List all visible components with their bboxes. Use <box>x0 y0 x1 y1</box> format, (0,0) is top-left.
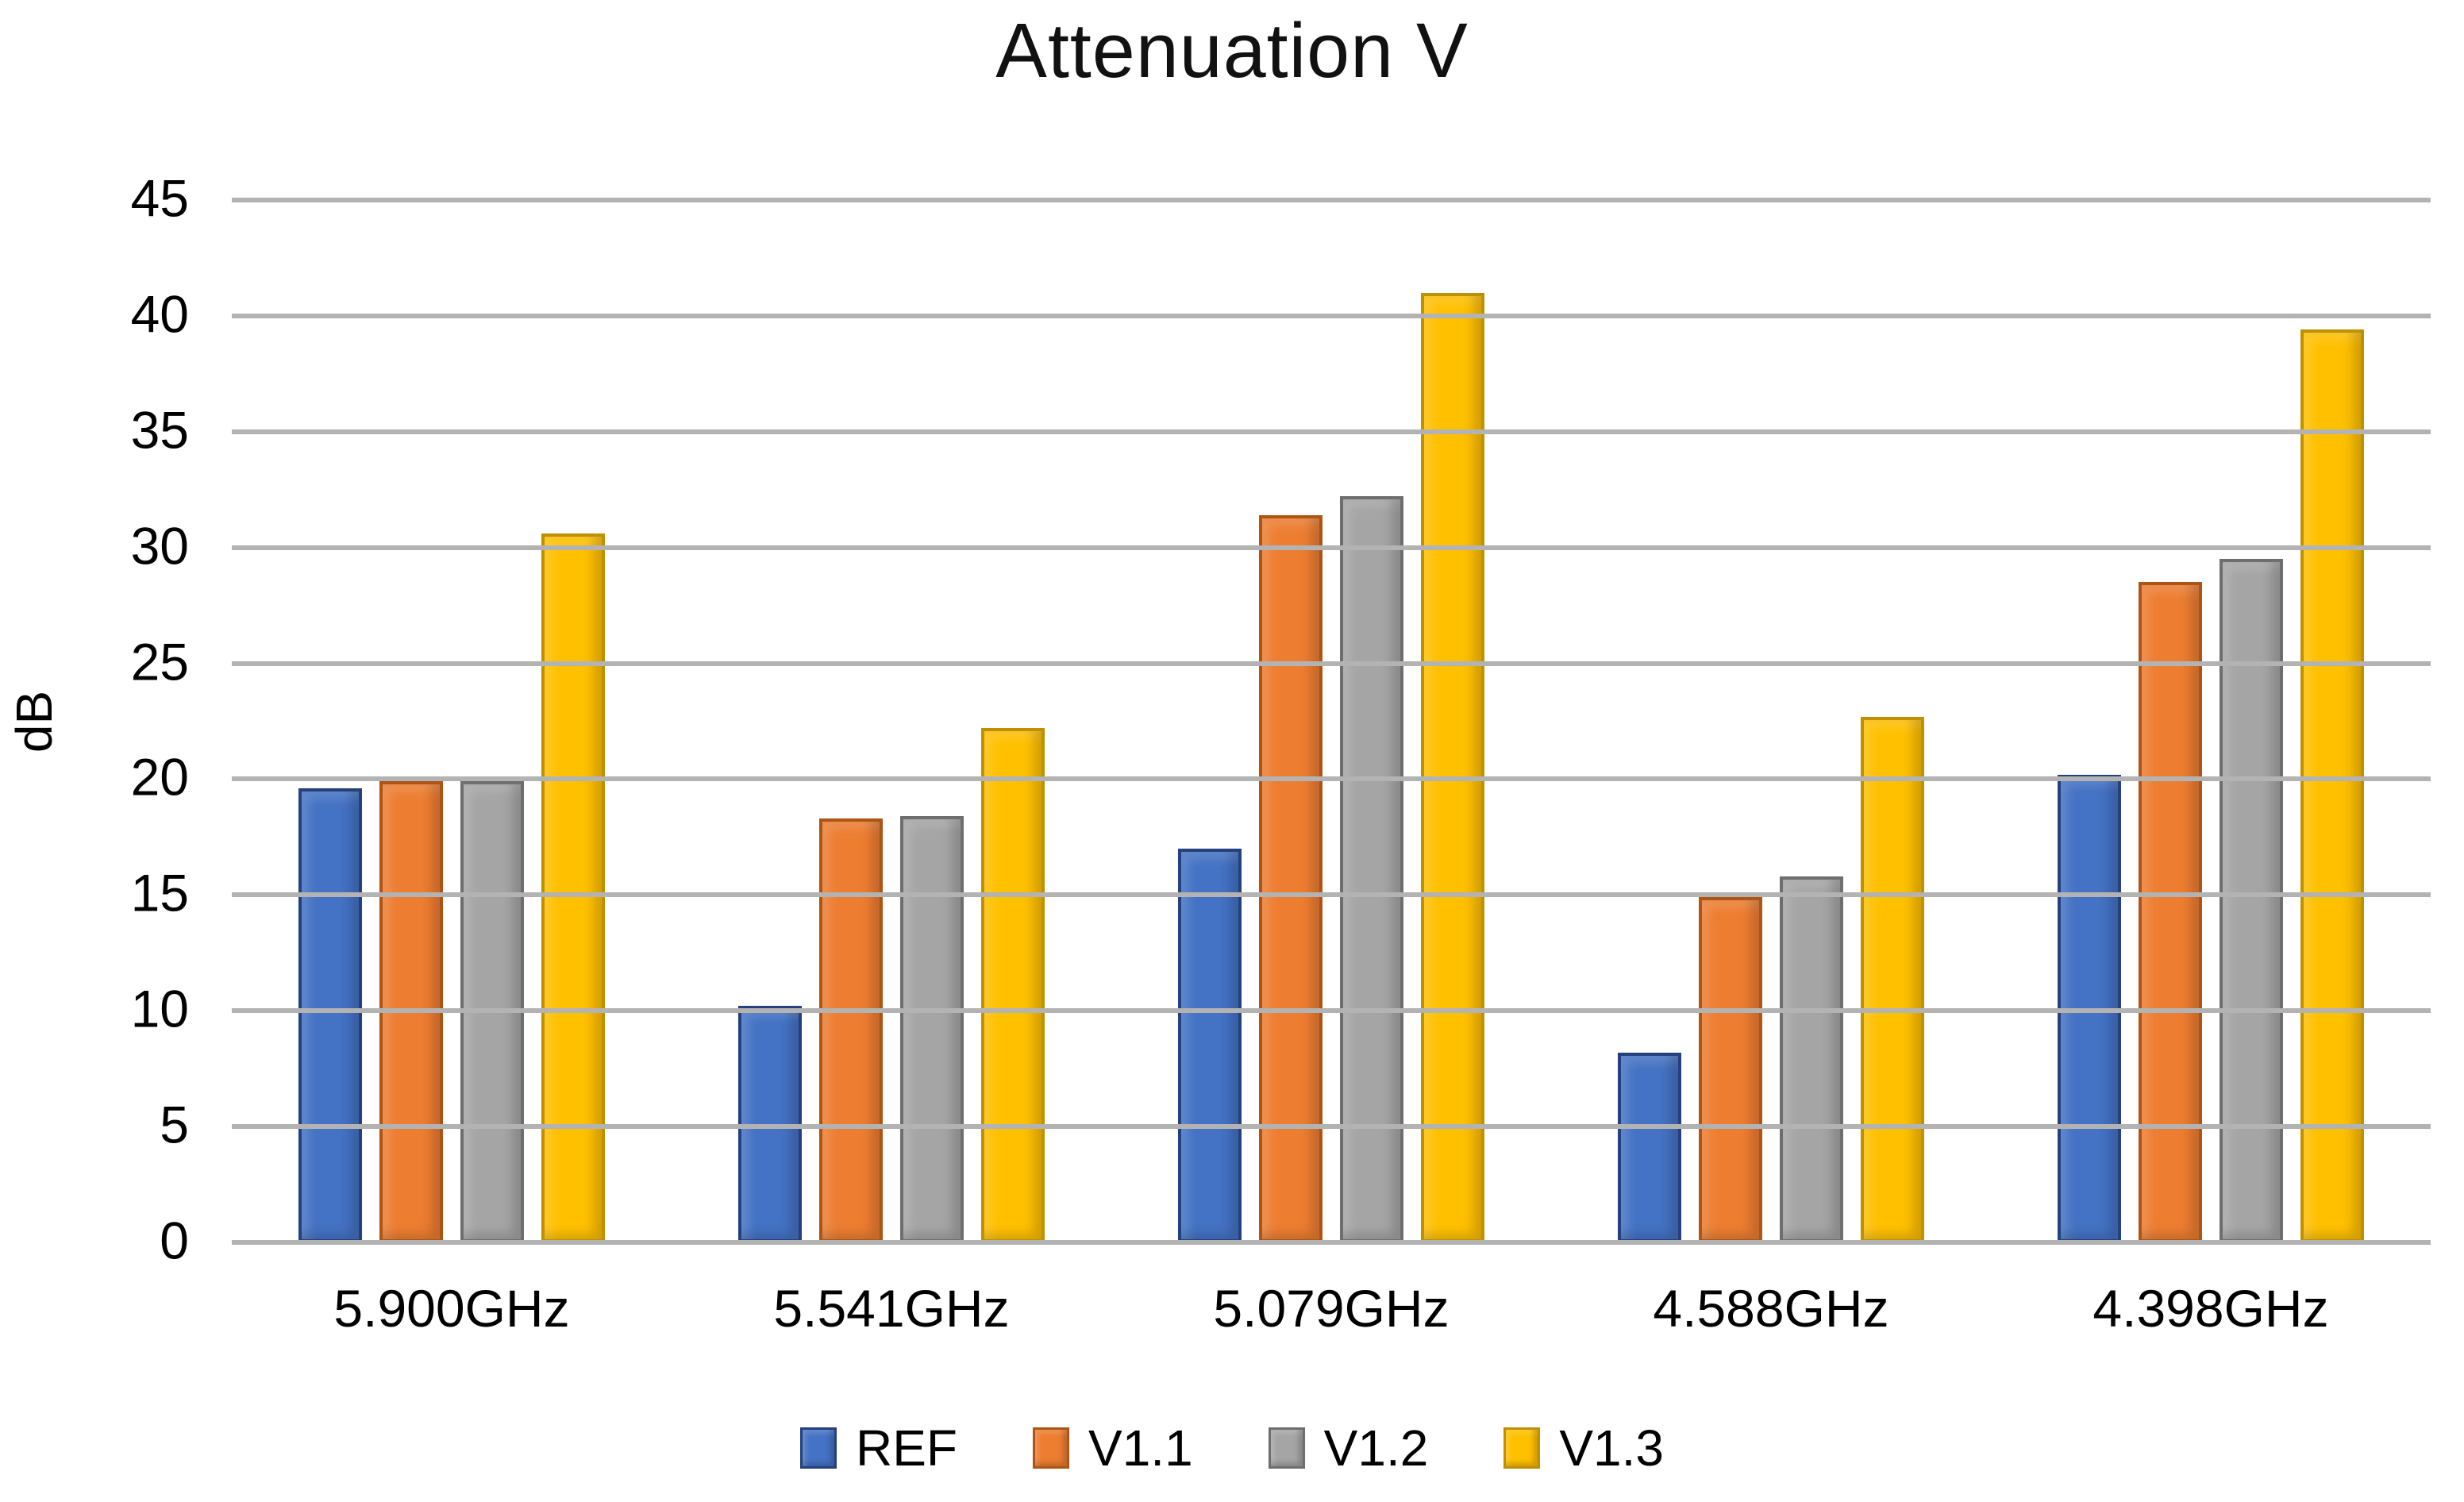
legend-item-V1.1: V1.1 <box>1033 1423 1193 1473</box>
legend-label-V1.1: V1.1 <box>1088 1419 1193 1477</box>
y-tick-label-15: 15 <box>130 863 189 922</box>
bar-V1.1-4.588GHz <box>1699 897 1762 1242</box>
bar-V1.3-4.588GHz <box>1861 716 1924 1242</box>
bar-group-4.588GHz <box>1551 200 1991 1242</box>
legend: REF V1.1 V1.2 V1.3 <box>0 1423 2464 1473</box>
category-label-5.079GHz: 5.079GHz <box>1213 1279 1450 1338</box>
gridline-15 <box>232 892 2431 898</box>
bar-REF-4.588GHz <box>1618 1052 1681 1242</box>
gridline-40 <box>232 313 2431 318</box>
legend-swatch-V1.2 <box>1268 1427 1305 1469</box>
legend-label-REF: REF <box>856 1419 958 1477</box>
bar-V1.1-5.541GHz <box>819 818 883 1242</box>
bar-V1.2-4.588GHz <box>1780 876 1843 1242</box>
bar-group-4.398GHz <box>1991 200 2431 1242</box>
chart-title: Attenuation V <box>995 7 1469 94</box>
gridline-45 <box>232 198 2431 202</box>
bar-V1.3-4.398GHz <box>2300 329 2364 1242</box>
y-tick-label-0: 0 <box>160 1211 189 1270</box>
bar-group-5.079GHz <box>1111 200 1551 1242</box>
legend-label-V1.2: V1.2 <box>1323 1419 1429 1477</box>
bar-V1.3-5.900GHz <box>541 533 605 1242</box>
gridline-0 <box>232 1240 2431 1245</box>
y-tick-label-40: 40 <box>130 284 189 344</box>
plot-area <box>232 198 2431 1245</box>
y-tick-label-45: 45 <box>130 168 189 228</box>
bar-V1.3-5.079GHz <box>1421 292 1484 1242</box>
legend-item-V1.2: V1.2 <box>1268 1419 1429 1477</box>
bar-V1.2-5.541GHz <box>900 816 964 1242</box>
category-label-4.588GHz: 4.588GHz <box>1653 1279 1889 1338</box>
y-tick-label-5: 5 <box>160 1095 189 1154</box>
bar-REF-5.900GHz <box>298 788 362 1242</box>
category-label-4.398GHz: 4.398GHz <box>2092 1279 2329 1338</box>
gridline-35 <box>232 429 2431 434</box>
legend-swatch-V1.3 <box>1503 1427 1541 1469</box>
bar-V1.1-4.398GHz <box>2139 582 2202 1242</box>
category-label-5.900GHz: 5.900GHz <box>333 1279 570 1338</box>
category-label-5.541GHz: 5.541GHz <box>773 1279 1010 1338</box>
legend-item-REF: REF <box>800 1423 957 1473</box>
category-labels: 5.900GHz 5.541GHz 5.079GHz 4.588GHz 4.398GHz <box>232 1280 2431 1337</box>
y-tick-label-30: 30 <box>130 516 189 576</box>
bar-groups <box>232 200 2431 1242</box>
bar-V1.3-5.541GHz <box>981 728 1045 1242</box>
y-axis-ticks: 0 5 10 15 20 25 30 35 40 45 <box>0 171 198 1266</box>
legend-swatch-V1.1 <box>1033 1427 1070 1469</box>
bar-REF-5.079GHz <box>1178 848 1242 1242</box>
y-tick-label-25: 25 <box>130 631 189 691</box>
legend-swatch-REF <box>800 1427 837 1469</box>
y-tick-label-20: 20 <box>130 747 189 807</box>
gridline-30 <box>232 545 2431 550</box>
bar-V1.1-5.079GHz <box>1259 514 1322 1242</box>
gridline-20 <box>232 776 2431 782</box>
y-tick-label-35: 35 <box>130 400 189 460</box>
bar-group-5.541GHz <box>672 200 1111 1242</box>
legend-label-V1.3: V1.3 <box>1559 1419 1664 1477</box>
y-tick-label-10: 10 <box>130 979 189 1038</box>
gridline-10 <box>232 1008 2431 1014</box>
gridline-5 <box>232 1124 2431 1130</box>
legend-item-V1.3: V1.3 <box>1503 1423 1664 1473</box>
bar-group-5.900GHz <box>232 200 672 1242</box>
bar-V1.2-5.079GHz <box>1340 496 1403 1242</box>
gridline-25 <box>232 660 2431 666</box>
